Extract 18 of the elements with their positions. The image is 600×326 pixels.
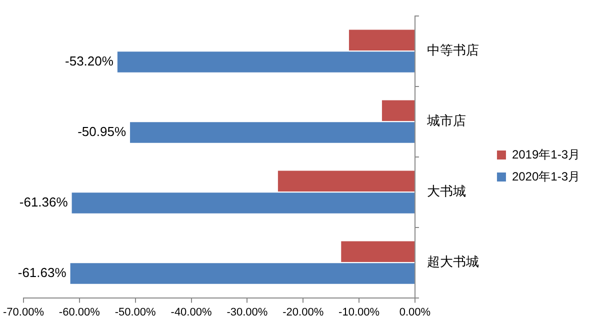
x-tick-label: -40.00%	[170, 306, 212, 318]
y-tick-label: 城市店	[426, 113, 466, 128]
y-tick-label: 超大书城	[426, 254, 479, 270]
x-tick-label: -30.00%	[226, 306, 268, 318]
x-tick-label: -20.00%	[282, 306, 324, 318]
x-tick-label: -50.00%	[114, 306, 156, 318]
x-tick-label: -70.00%	[2, 306, 44, 318]
y-tick-label: 大书城	[426, 184, 466, 199]
data-label: -50.95%	[78, 124, 126, 140]
data-label: -53.20%	[65, 54, 114, 69]
x-tick-label: -10.00%	[338, 306, 380, 318]
data-label: -61.63%	[18, 265, 67, 280]
legend-label: 2019年1-3月	[512, 147, 580, 162]
data-label: -61.36%	[19, 194, 68, 210]
x-tick-label: -60.00%	[58, 306, 100, 318]
legend-label: 2020年1-3月	[512, 169, 580, 184]
x-tick-label: 0.00%	[399, 306, 431, 318]
y-tick-label: 中等书店	[426, 42, 479, 58]
